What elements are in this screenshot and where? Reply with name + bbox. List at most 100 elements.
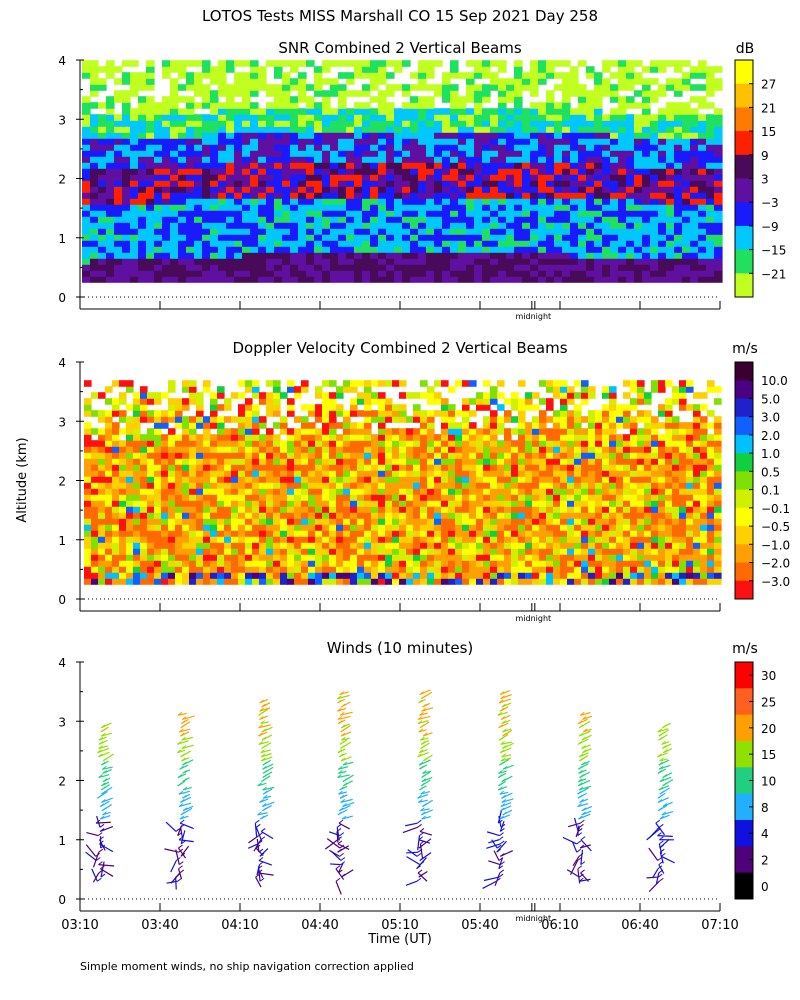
snr-cell xyxy=(162,174,171,181)
snr-cell xyxy=(98,258,107,265)
snr-cell xyxy=(418,114,427,121)
snr-cell xyxy=(362,168,371,175)
snr-cell xyxy=(370,210,379,217)
colorbar-swatch xyxy=(735,131,753,156)
snr-cell xyxy=(298,78,307,85)
snr-cell xyxy=(242,264,251,271)
doppler-cell xyxy=(560,446,568,453)
snr-cell xyxy=(482,258,491,265)
doppler-cell xyxy=(315,530,323,537)
doppler-cell xyxy=(308,488,316,495)
snr-cell xyxy=(330,78,339,85)
doppler-cell xyxy=(574,536,582,543)
snr-cell xyxy=(218,234,227,241)
snr-cell xyxy=(266,204,275,211)
doppler-cell xyxy=(385,500,393,507)
snr-cell xyxy=(218,228,227,235)
snr-cell xyxy=(522,222,531,229)
snr-cell xyxy=(138,246,147,253)
doppler-cell xyxy=(364,440,372,447)
doppler-cell xyxy=(105,536,113,543)
doppler-cell xyxy=(154,500,162,507)
doppler-cell xyxy=(224,500,232,507)
snr-cell xyxy=(250,144,259,151)
snr-cell xyxy=(234,126,243,133)
snr-cell xyxy=(466,234,475,241)
doppler-cell xyxy=(364,434,372,441)
doppler-cell xyxy=(469,530,477,537)
doppler-cell xyxy=(560,560,568,567)
doppler-cell xyxy=(105,512,113,519)
doppler-cell xyxy=(266,548,274,555)
snr-cell xyxy=(458,192,467,199)
doppler-cell xyxy=(175,536,183,543)
doppler-cell xyxy=(126,470,134,477)
doppler-cell xyxy=(273,506,281,513)
snr-cell xyxy=(706,258,715,265)
snr-cell xyxy=(458,264,467,271)
doppler-cell xyxy=(560,554,568,561)
doppler-cell xyxy=(399,494,407,501)
snr-cell xyxy=(418,138,427,145)
doppler-cell xyxy=(210,482,218,489)
snr-cell xyxy=(218,162,227,169)
doppler-cell xyxy=(574,422,582,429)
doppler-cell xyxy=(462,380,470,387)
doppler-cell xyxy=(161,452,169,459)
snr-cell xyxy=(346,228,355,235)
doppler-cell xyxy=(175,560,183,567)
doppler-cell xyxy=(280,494,288,501)
doppler-cell xyxy=(497,518,505,525)
doppler-cell xyxy=(105,572,113,579)
doppler-cell xyxy=(518,428,526,435)
snr-cell xyxy=(314,180,323,187)
doppler-cell xyxy=(266,500,274,507)
snr-cell xyxy=(690,66,699,73)
doppler-cell xyxy=(427,410,435,417)
snr-cell xyxy=(242,120,251,127)
doppler-cell xyxy=(189,548,197,555)
snr-cell xyxy=(442,108,451,115)
doppler-cell xyxy=(427,530,435,537)
doppler-cell xyxy=(546,566,554,573)
doppler-cell xyxy=(427,464,435,471)
colorbar-swatch xyxy=(735,178,753,203)
doppler-cell xyxy=(294,572,302,579)
snr-cell xyxy=(274,222,283,229)
snr-cell xyxy=(658,84,667,91)
doppler-cell xyxy=(91,542,99,549)
snr-cell xyxy=(170,270,179,277)
snr-cell xyxy=(522,72,531,79)
snr-cell xyxy=(98,270,107,277)
snr-cell xyxy=(714,168,723,175)
snr-cell xyxy=(234,228,243,235)
doppler-cell xyxy=(147,494,155,501)
snr-cell xyxy=(146,132,155,139)
snr-cell xyxy=(674,84,683,91)
snr-cell xyxy=(642,132,651,139)
snr-cell xyxy=(226,270,235,277)
doppler-cell xyxy=(231,434,239,441)
doppler-cell xyxy=(546,578,554,585)
doppler-cell xyxy=(203,434,211,441)
snr-cell xyxy=(146,180,155,187)
doppler-cell xyxy=(126,560,134,567)
doppler-cell xyxy=(441,578,449,585)
snr-cell xyxy=(562,132,571,139)
doppler-cell xyxy=(210,476,218,483)
doppler-cell xyxy=(315,482,323,489)
snr-cell xyxy=(330,120,339,127)
snr-cell xyxy=(698,156,707,163)
doppler-cell xyxy=(476,392,484,399)
doppler-cell xyxy=(567,566,575,573)
doppler-cell xyxy=(553,566,561,573)
snr-cell xyxy=(394,216,403,223)
doppler-cell xyxy=(203,506,211,513)
snr-cell xyxy=(90,120,99,127)
snr-cell xyxy=(546,174,555,181)
snr-cell xyxy=(530,180,539,187)
doppler-cell xyxy=(441,434,449,441)
snr-cell xyxy=(330,84,339,91)
snr-cell xyxy=(130,198,139,205)
doppler-cell xyxy=(182,386,190,393)
